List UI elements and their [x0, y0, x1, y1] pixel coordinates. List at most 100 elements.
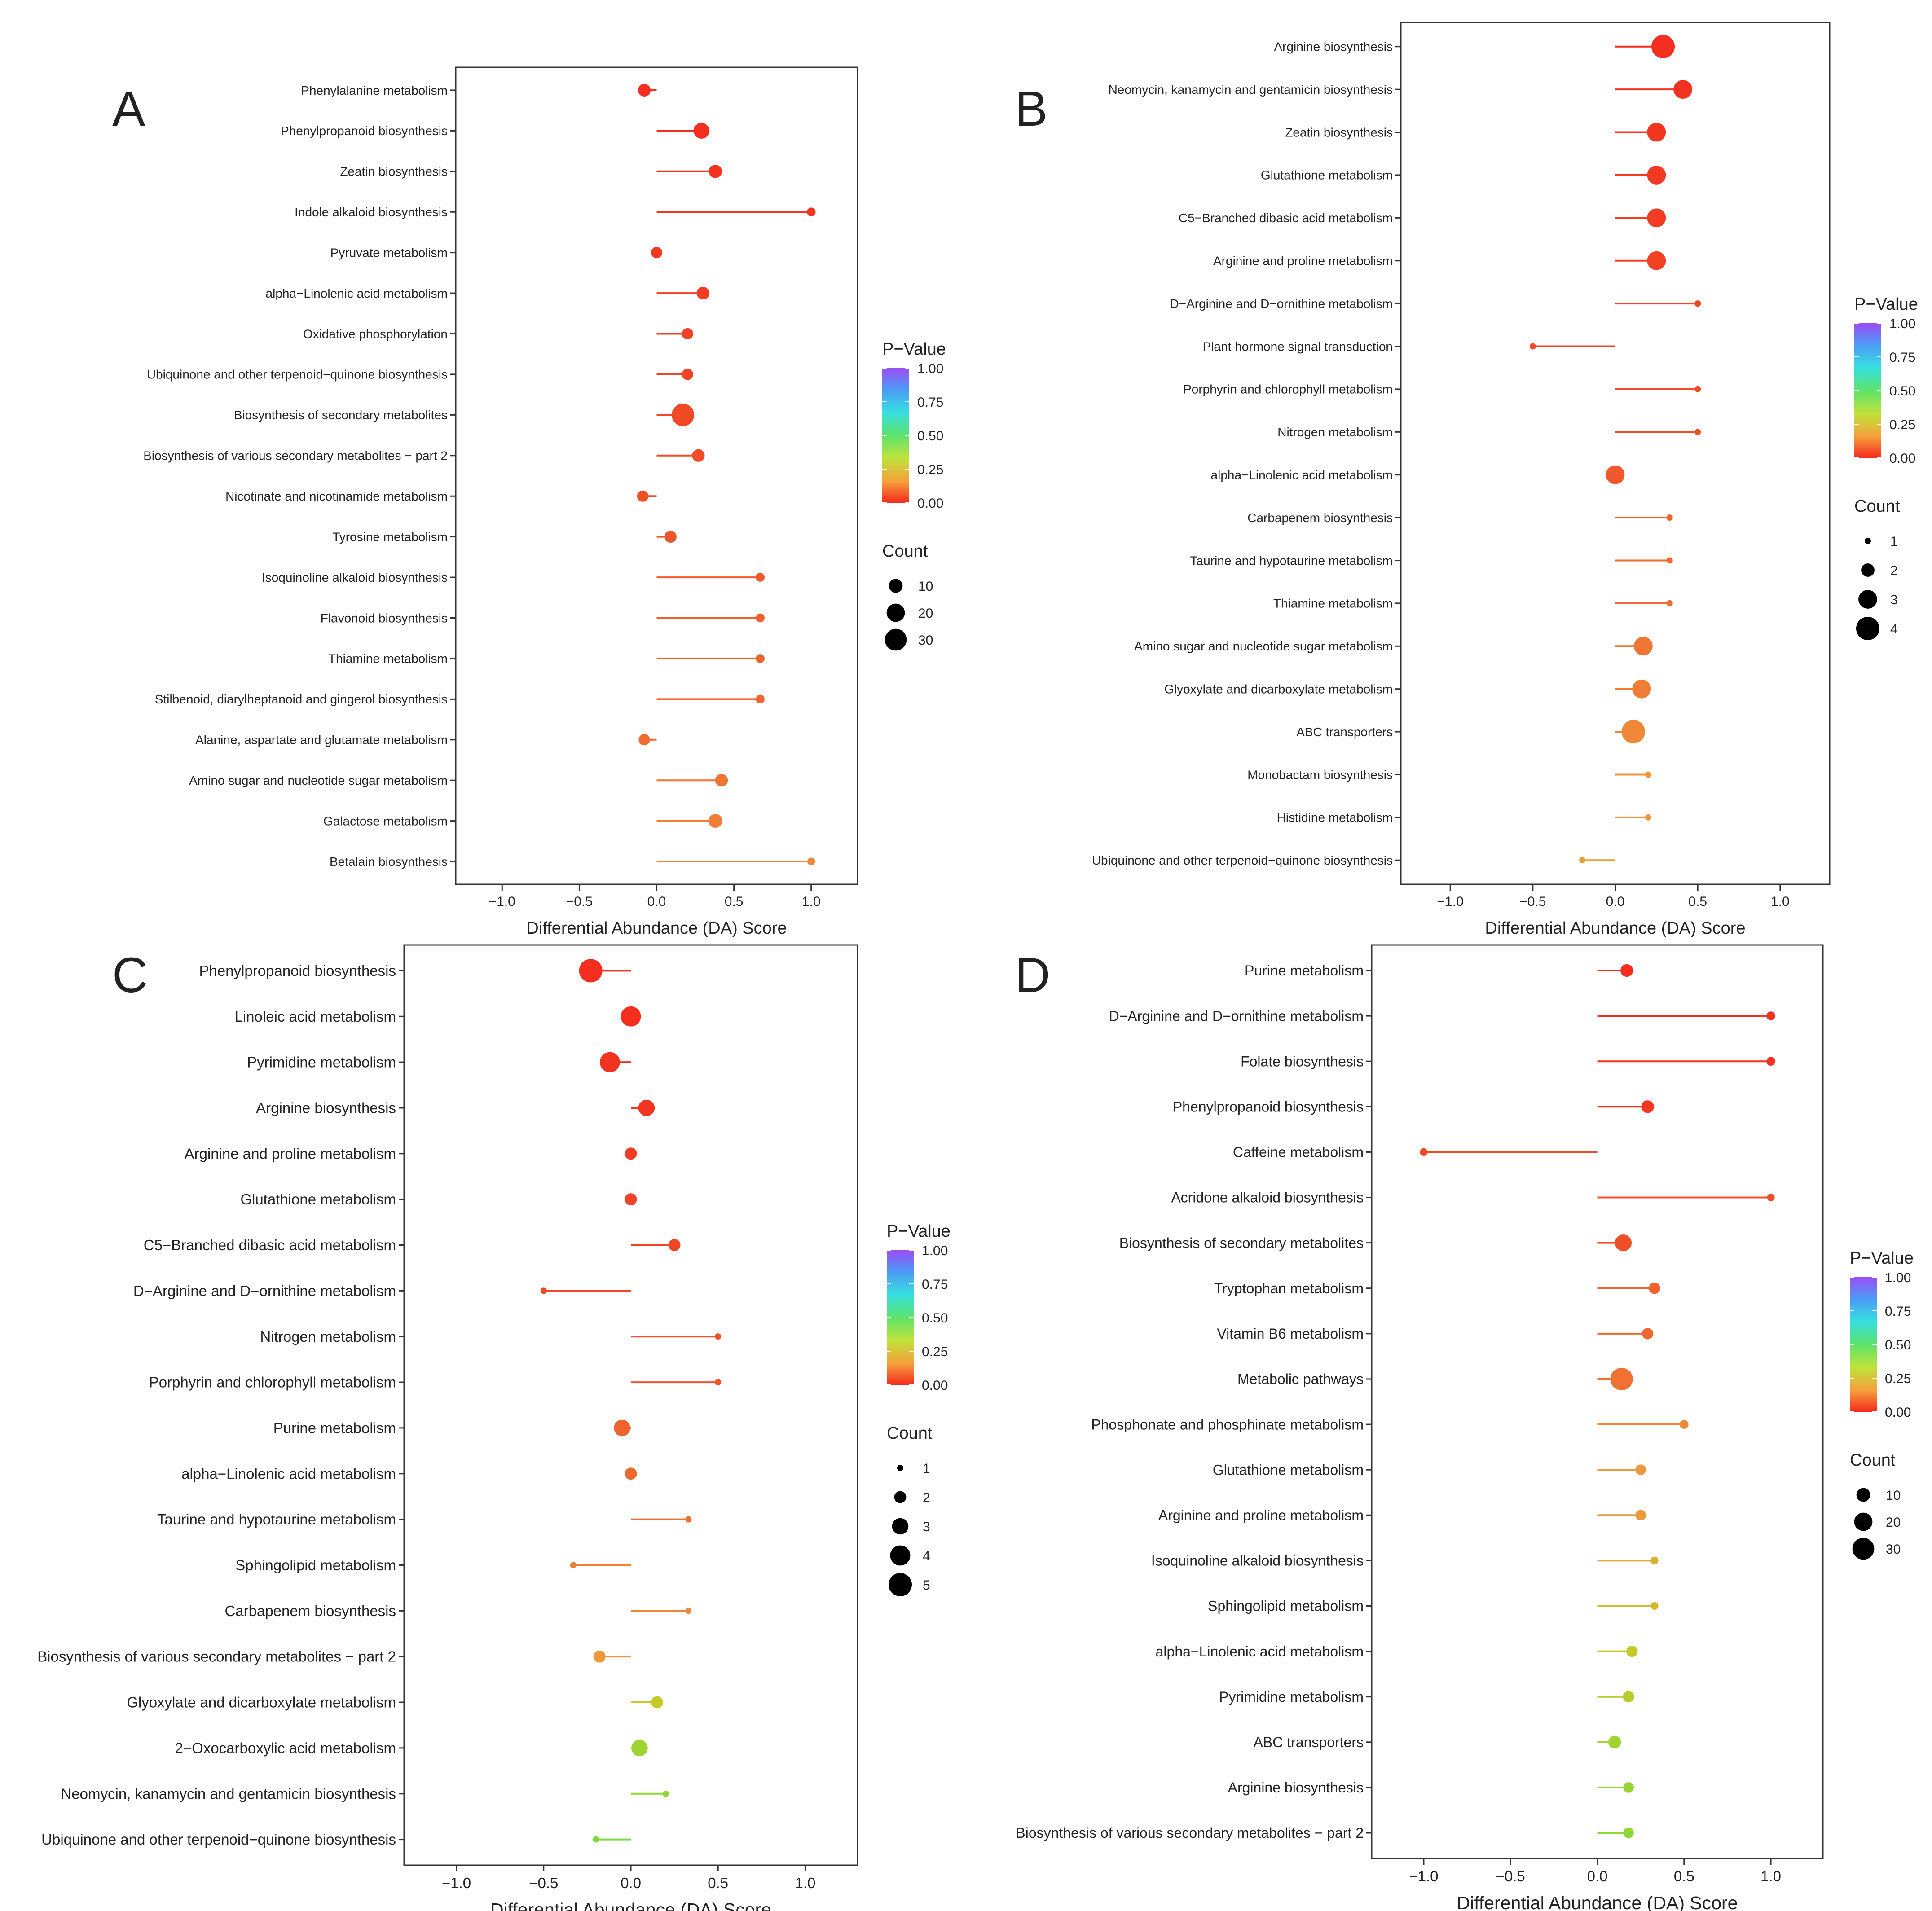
- x-axis-label: Differential Abundance (DA) Score: [526, 919, 787, 938]
- count-legend-label: 1: [1890, 534, 1898, 549]
- pathway-label: Purine metabolism: [1245, 962, 1364, 979]
- pathway-label: Porphyrin and chlorophyll metabolism: [149, 1374, 396, 1391]
- count-legend-dot: [897, 1465, 903, 1471]
- pathway-label: Zeatin biosynthesis: [1285, 125, 1393, 139]
- pathway-label: Arginine biosynthesis: [256, 1100, 396, 1116]
- count-legend-title: Count: [1854, 497, 1900, 516]
- lollipop-point: [570, 1562, 577, 1568]
- lollipop-point: [1645, 771, 1651, 778]
- pathway-label: Isoquinoline alkaloid biosynthesis: [1151, 1553, 1364, 1569]
- pathway-label: ABC transporters: [1254, 1734, 1364, 1750]
- count-legend-label: 30: [918, 633, 933, 648]
- lollipop-point: [1650, 1556, 1659, 1564]
- pathway-label: Taurine and hypotaurine metabolism: [157, 1511, 396, 1528]
- lollipop-point: [715, 1379, 722, 1386]
- pathway-label: Thiamine metabolism: [328, 652, 448, 666]
- panel-letter: C: [112, 948, 148, 1003]
- pathway-label: Purine metabolism: [273, 1419, 396, 1436]
- pathway-label: Caffeine metabolism: [1233, 1144, 1364, 1160]
- lollipop-point: [651, 247, 663, 259]
- lollipop-point: [672, 404, 695, 426]
- pvalue-legend-title: P−Value: [1850, 1249, 1914, 1268]
- lollipop-point: [1529, 343, 1536, 350]
- pathway-label: Tryptophan metabolism: [1214, 1280, 1364, 1296]
- x-tick-label: 1.0: [795, 1875, 816, 1891]
- lollipop-point: [614, 1419, 630, 1437]
- lollipop-point: [599, 1052, 620, 1072]
- x-tick-label: 0.0: [621, 1875, 641, 1891]
- pathway-label: D−Arginine and D−ornithine metabolism: [1109, 1008, 1364, 1024]
- count-legend-dot: [1856, 1488, 1870, 1502]
- lollipop-point: [715, 774, 728, 787]
- pathway-label: Sphingolipid metabolism: [1208, 1598, 1364, 1614]
- lollipop-point: [1766, 1011, 1775, 1020]
- count-legend-dot: [885, 628, 907, 651]
- pathway-label: Monobactam biosynthesis: [1247, 768, 1393, 782]
- x-tick-label: 0.0: [1606, 894, 1625, 909]
- pathway-label: Plant hormone signal transduction: [1203, 339, 1393, 353]
- lollipop-point: [593, 1836, 599, 1843]
- pathway-label: alpha−Linolenic acid metabolism: [181, 1465, 396, 1482]
- pathway-label: Glyoxylate and dicarboxylate metabolism: [1164, 682, 1393, 696]
- lollipop-point: [1679, 1420, 1689, 1429]
- lollipop-point: [1635, 1464, 1646, 1475]
- x-tick-label: 0.0: [1587, 1868, 1608, 1885]
- lollipop-point: [1666, 557, 1673, 564]
- count-legend-dot: [889, 1573, 912, 1596]
- count-legend-title: Count: [887, 1424, 933, 1443]
- x-tick-label: 0.0: [647, 894, 666, 909]
- count-legend-dot: [890, 1545, 911, 1566]
- count-legend-dot: [1865, 538, 1871, 544]
- count-legend-label: 3: [923, 1520, 930, 1534]
- colorbar-tick-label: 0.00: [922, 1378, 948, 1393]
- pathway-label: Sphingolipid metabolism: [235, 1557, 396, 1573]
- pathway-label: Carbapenem biosynthesis: [1247, 511, 1393, 525]
- count-legend-dot: [894, 1491, 907, 1503]
- pathway-label: Vitamin B6 metabolism: [1217, 1326, 1364, 1342]
- lollipop-point: [665, 531, 677, 543]
- count-legend-label: 3: [1890, 593, 1898, 607]
- pathway-label: C5−Branched dibasic acid metabolism: [1179, 211, 1393, 225]
- pvalue-legend-title: P−Value: [1854, 295, 1918, 314]
- pathway-label: Ubiquinone and other terpenoid−quinone b…: [147, 368, 448, 382]
- x-tick-label: −0.5: [566, 894, 593, 909]
- colorbar-tick-label: 0.75: [1889, 350, 1915, 365]
- lollipop-point: [1694, 386, 1701, 392]
- count-legend-dot: [886, 603, 905, 622]
- count-legend-label: 10: [918, 579, 933, 594]
- lollipop-point: [756, 613, 765, 623]
- lollipop-point: [1623, 1782, 1634, 1793]
- pathway-label: ABC transporters: [1296, 725, 1393, 739]
- count-legend-label: 1: [923, 1461, 930, 1476]
- pathway-label: Linoleic acid metabolism: [234, 1008, 396, 1025]
- lollipop-point: [1610, 1367, 1633, 1390]
- count-legend-label: 4: [923, 1549, 930, 1564]
- pathway-label: Biosynthesis of various secondary metabo…: [1016, 1825, 1364, 1841]
- x-tick-label: −1.0: [489, 894, 515, 909]
- pathway-label: D−Arginine and D−ornithine metabolism: [1170, 297, 1393, 311]
- count-legend-label: 10: [1886, 1488, 1901, 1503]
- count-legend-dot: [1854, 1512, 1873, 1531]
- lollipop-point: [1645, 814, 1651, 821]
- pathway-label: Glyoxylate and dicarboxylate metabolism: [127, 1694, 396, 1711]
- lollipop-point: [668, 1239, 681, 1251]
- colorbar-tick-label: 1.00: [1889, 316, 1915, 331]
- panel-letter: D: [1015, 948, 1050, 1003]
- panel-A: A −1.0 −0.5 0.0 0.5 1.0 Differential Abundance…: [112, 66, 946, 938]
- lollipop-point: [1623, 1828, 1634, 1838]
- count-legend-dot: [1858, 590, 1877, 609]
- pathway-label: Alanine, aspartate and glutamate metabol…: [195, 733, 448, 747]
- pvalue-legend-title: P−Value: [882, 340, 946, 359]
- pathway-label: Galactose metabolism: [323, 814, 448, 828]
- lollipop-point: [540, 1287, 547, 1294]
- lollipop-point: [1650, 1602, 1659, 1610]
- lollipop-point: [1647, 123, 1666, 142]
- x-tick-label: −0.5: [1519, 894, 1546, 909]
- lollipop-point: [756, 654, 765, 663]
- panel-letter: B: [1015, 81, 1047, 136]
- panel-C: C −1.0 −0.5 0.0 0.5 1.0 Differential Abundance…: [37, 944, 951, 1911]
- colorbar-tick-label: 0.50: [1885, 1338, 1911, 1353]
- lollipop-point: [806, 207, 816, 217]
- pathway-label: alpha−Linolenic acid metabolism: [1211, 468, 1393, 482]
- lollipop-point: [807, 857, 815, 865]
